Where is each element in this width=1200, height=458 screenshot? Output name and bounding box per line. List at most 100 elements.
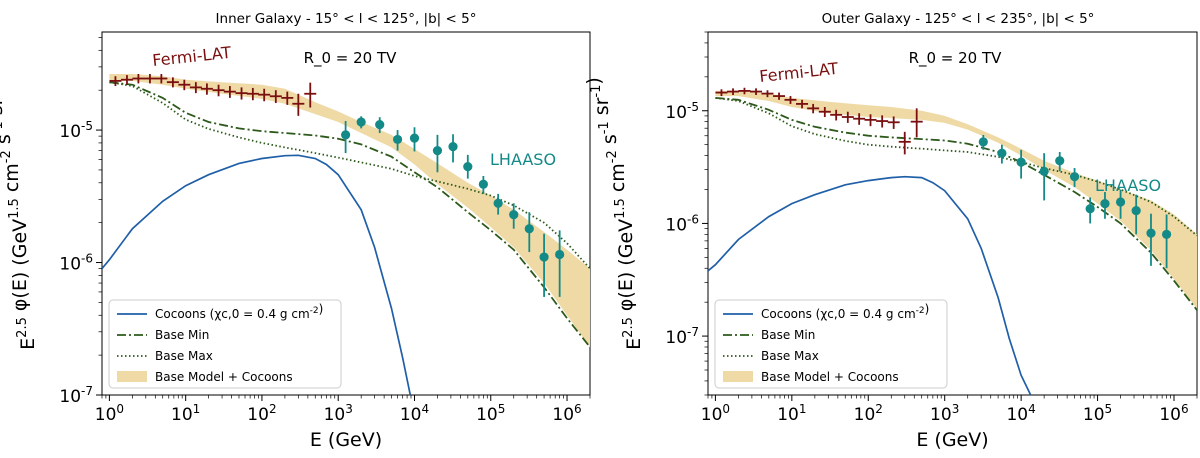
y-tick-label: 10-7 <box>665 325 699 348</box>
lhaaso-point <box>432 134 443 173</box>
fermi-lat-point <box>898 131 911 155</box>
lhaaso-point <box>539 233 549 297</box>
fermi-lat-point <box>727 88 740 95</box>
fermi-lat-point <box>292 93 305 116</box>
lhaaso-point <box>524 212 534 253</box>
base-min-line <box>109 81 590 348</box>
lhaaso-point <box>1131 194 1141 235</box>
lhaaso-point <box>1161 214 1172 269</box>
lhaaso-point <box>1069 168 1080 188</box>
lhaaso-point <box>1146 213 1156 266</box>
legend-label: Cocoons (χc,0 = 0.4 g cm-2) <box>155 302 323 321</box>
legend: Cocoons (χc,0 = 0.4 g cm-2) Base Min Base … <box>108 299 342 389</box>
fermi-lat-point <box>796 99 809 109</box>
x-tick-label: 106 <box>552 402 581 425</box>
cocoons-line <box>708 175 1032 395</box>
lhaaso-point <box>448 134 458 163</box>
band-layer <box>715 90 1197 309</box>
legend-label: Base Model + Cocoons <box>155 370 293 384</box>
rigidity-annotation: R_0 = 20 TV <box>304 49 398 68</box>
plot-frame <box>707 31 1198 396</box>
lhaaso-point <box>463 154 473 179</box>
x-axis-label-text: E (GeV) <box>310 429 382 451</box>
band-layer <box>109 74 590 348</box>
fermi-lat-point <box>841 111 854 123</box>
lines-layer <box>102 81 590 395</box>
lhaaso-point <box>341 121 351 154</box>
lhaaso-point <box>356 116 366 129</box>
cocoons-line <box>102 154 412 395</box>
x-axis-label-text: E (GeV) <box>916 429 988 451</box>
fermi-lat-point <box>864 114 877 127</box>
base-model-cocoons-band <box>109 74 590 348</box>
x-tick-label: 103 <box>930 402 959 425</box>
legend: Cocoons (χc,0 = 0.4 g cm-2) Base Min Base … <box>714 299 948 389</box>
legend-label: Base Min <box>155 328 209 342</box>
x-tick-label: 102 <box>247 402 276 425</box>
fermi-lat-point <box>773 92 786 100</box>
y-tick-label: 10-5 <box>665 100 699 123</box>
x-tick-label: 101 <box>171 402 200 425</box>
fermi-lat-point <box>876 115 889 128</box>
lhaaso-point <box>375 117 385 134</box>
fermi-lat-point <box>143 74 156 84</box>
legend-item: Cocoons (χc,0 = 0.4 g cm-2) <box>723 302 929 321</box>
lhaaso-point <box>1039 153 1049 201</box>
axis-ticks: 100 101 102 103 104 105 106 10-7 10-6 10-5 <box>59 37 591 425</box>
legend-label: Cocoons (χc,0 = 0.4 g cm-2) <box>761 302 929 321</box>
fermi-lat-point <box>304 82 317 108</box>
fermi-lat-point <box>807 103 820 114</box>
lhaaso-label: LHAASO <box>490 150 556 169</box>
legend-item: Base Model + Cocoons <box>117 370 293 384</box>
rigidity-annotation: R_0 = 20 TV <box>909 49 1003 68</box>
fermi-lat-point <box>750 88 763 95</box>
x-tick-label: 101 <box>777 402 806 425</box>
lhaaso-point <box>555 230 565 297</box>
legend-box <box>108 299 342 389</box>
lhaaso-point <box>392 130 403 151</box>
points-layer <box>109 74 565 297</box>
legend-swatch <box>723 371 753 382</box>
fermi-lat-point <box>212 84 225 97</box>
fermi-lat-point <box>818 106 831 118</box>
fermi-lat-point <box>910 108 923 138</box>
y-tick-label: 10-6 <box>59 252 93 275</box>
legend-item: Cocoons (χc,0 = 0.4 g cm-2) <box>117 302 323 321</box>
fermi-lat-point <box>132 74 145 84</box>
lhaaso-point <box>1115 189 1126 219</box>
x-tick-label: 104 <box>400 402 429 425</box>
base-model-cocoons-band <box>715 90 1197 309</box>
legend-label: Base Min <box>761 328 815 342</box>
legend-label: Base Max <box>155 349 213 363</box>
chart-title: Outer Galaxy - 125° < l < 235°, |b| < 5° <box>822 11 1095 27</box>
y-tick-label: 10-7 <box>59 384 93 407</box>
x-tick-label: 106 <box>1159 402 1188 425</box>
x-tick-label: 103 <box>324 402 353 425</box>
x-tick-label: 100 <box>701 402 730 425</box>
fermi-lat-point <box>109 76 122 87</box>
fermi-lat-point <box>189 82 202 94</box>
y-tick-label: 10-6 <box>665 212 699 235</box>
lhaaso-point <box>478 176 488 194</box>
fermi-lat-label: Fermi-LAT <box>151 43 232 70</box>
fermi-lat-point <box>269 90 282 104</box>
legend-swatch <box>117 371 147 382</box>
fermi-lat-label: Fermi-LAT <box>758 59 839 86</box>
fermi-lat-point <box>223 86 236 98</box>
fermi-lat-point <box>166 77 179 88</box>
lhaaso-point <box>509 203 519 229</box>
points-layer <box>715 87 1172 269</box>
fermi-lat-point <box>830 109 843 121</box>
fermi-lat-point <box>120 75 133 85</box>
fermi-lat-point <box>281 91 294 105</box>
base-min-line <box>715 97 1197 311</box>
x-tick-label: 105 <box>1083 402 1112 425</box>
fermi-lat-point <box>887 116 900 129</box>
x-tick-label: 104 <box>1006 402 1035 425</box>
x-axis-label: E (GeV) <box>310 429 382 451</box>
fermi-lat-point <box>235 87 248 100</box>
x-tick-label: 105 <box>476 402 505 425</box>
y-axis-label-text: E2.5 φ(E) (GeV1.5 cm-2 s-1 sr-1) <box>0 77 39 350</box>
lhaaso-point <box>1055 152 1065 172</box>
